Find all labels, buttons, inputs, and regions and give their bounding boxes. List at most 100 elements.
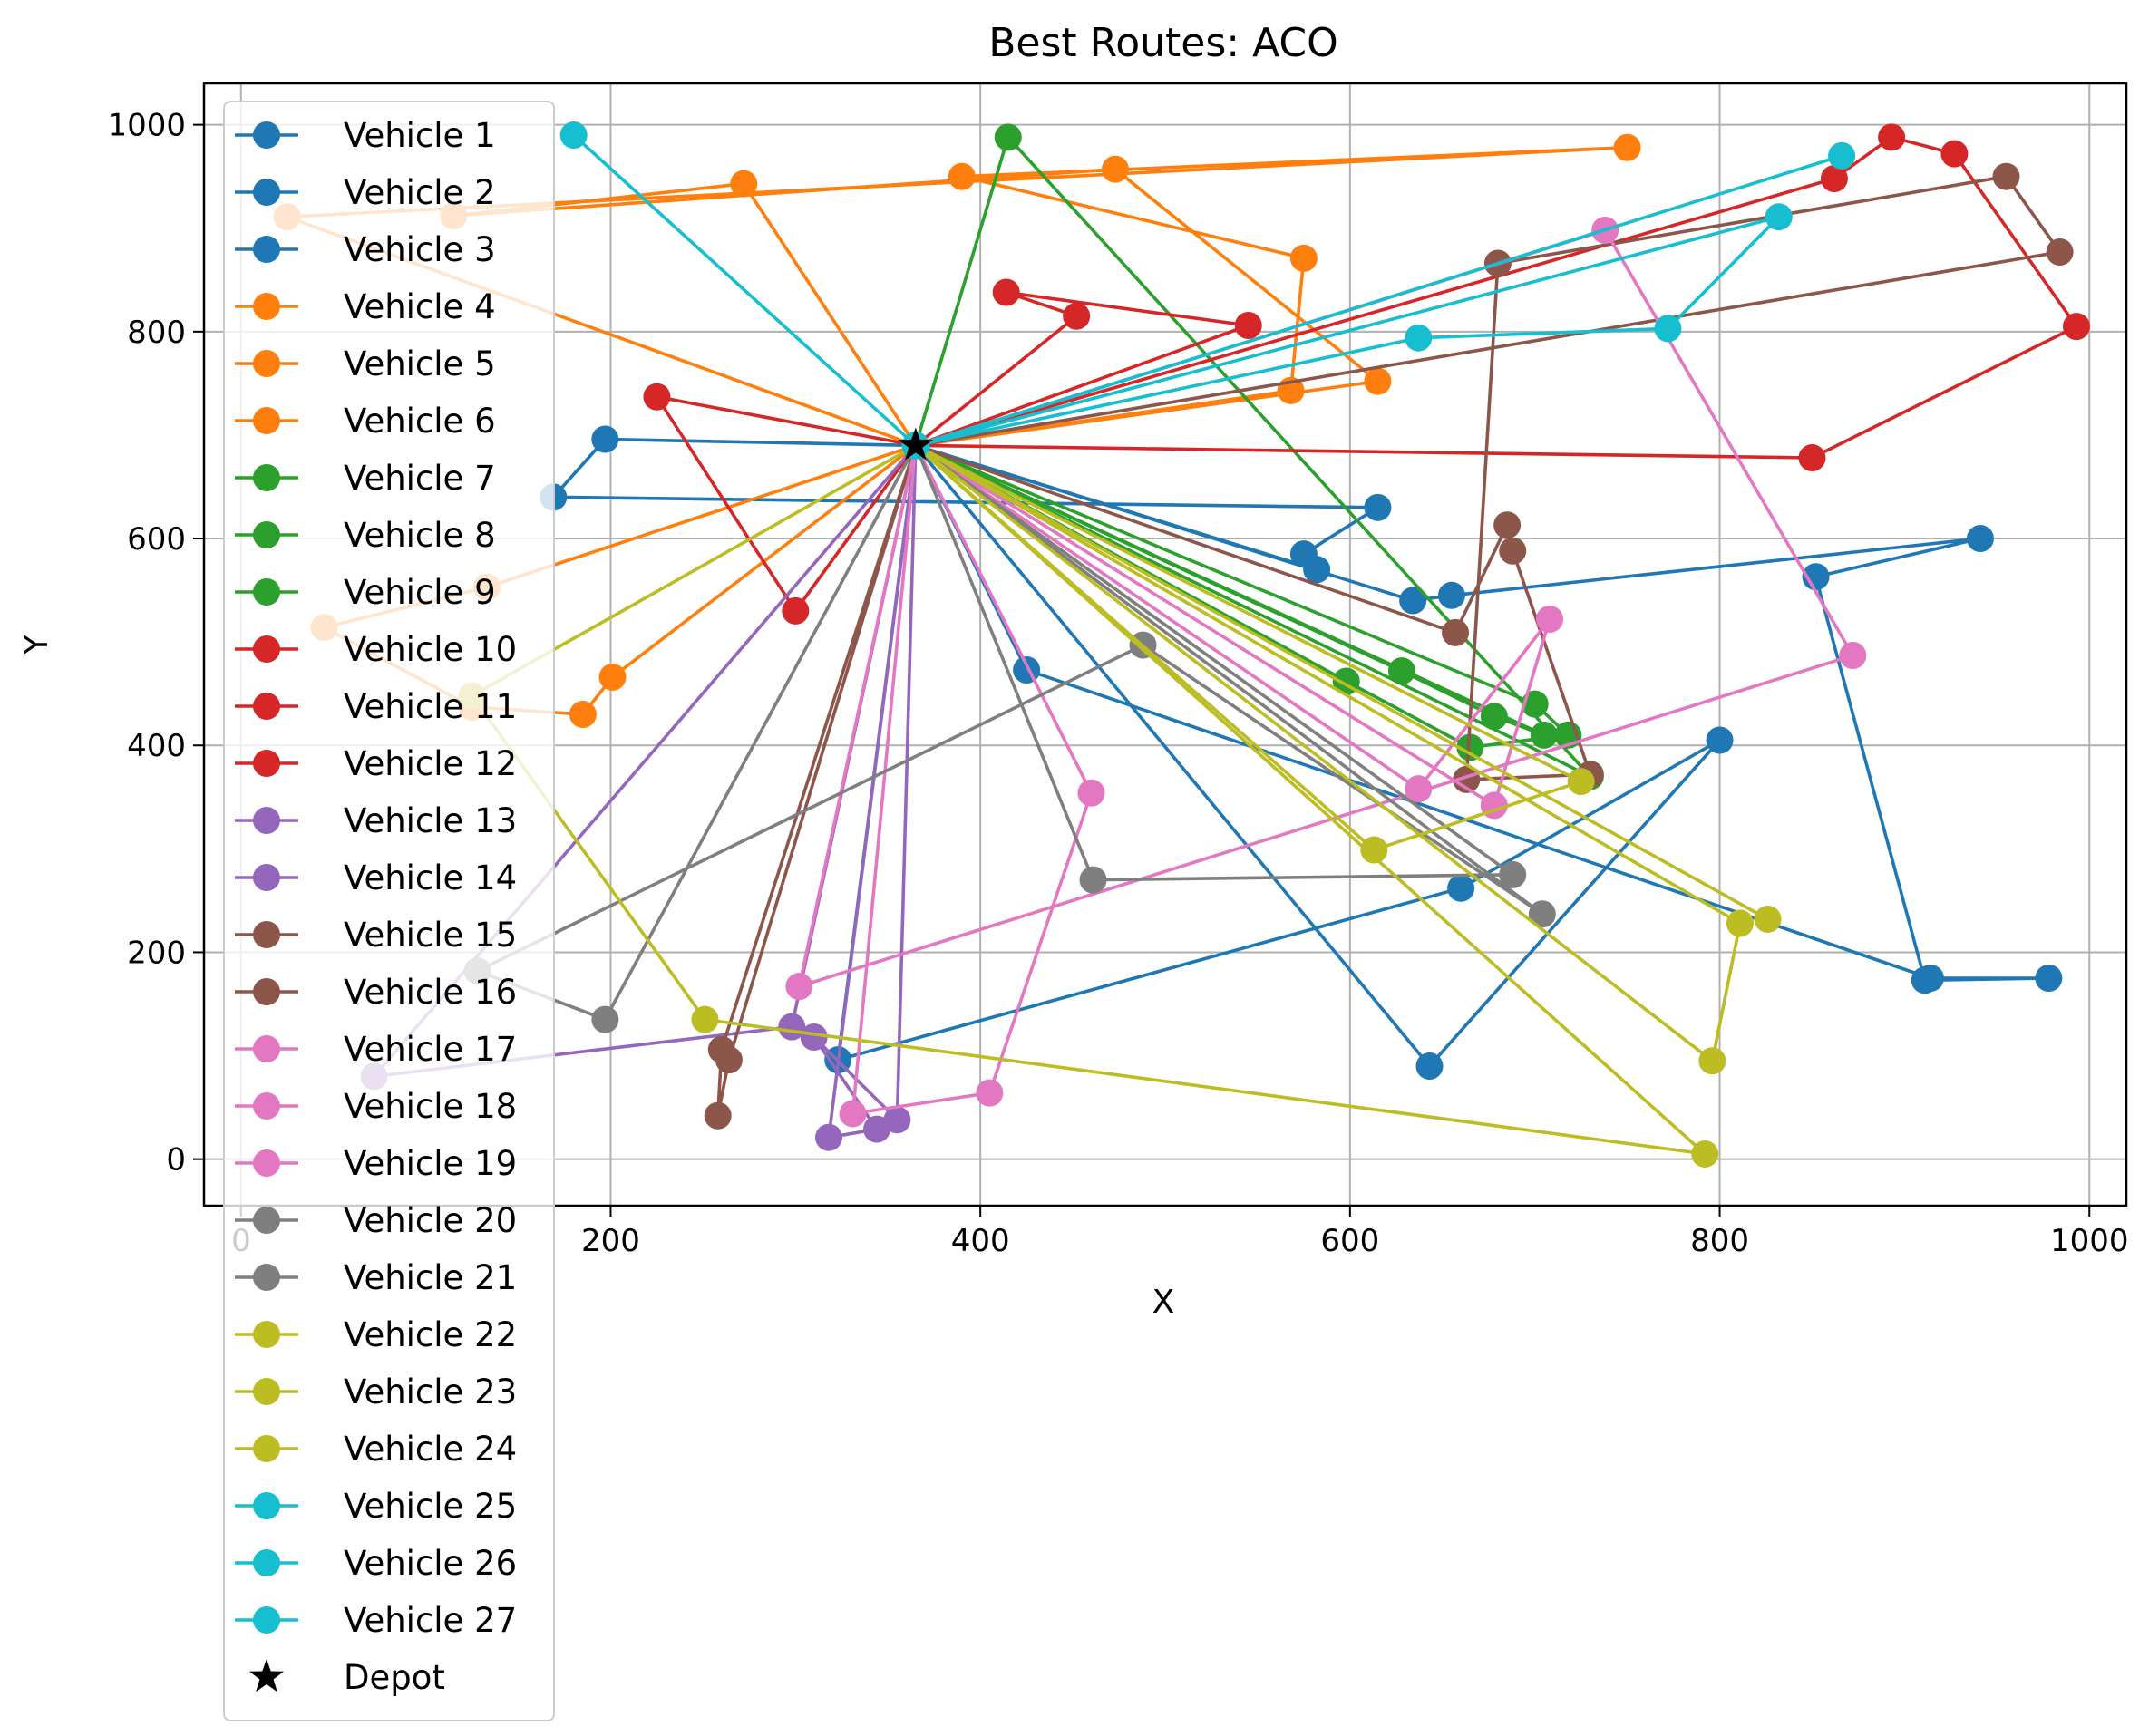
legend-marker (253, 807, 280, 834)
route-point (1360, 836, 1388, 864)
route-point (1442, 618, 1470, 646)
legend-entry: Vehicle 23 (235, 1372, 517, 1411)
legend-label: Vehicle 3 (344, 230, 496, 269)
route-point (569, 701, 597, 729)
legend-marker (253, 121, 280, 149)
route-line (914, 135, 1592, 779)
legend-marker (253, 1492, 280, 1519)
route-point (782, 596, 810, 625)
legend-entry: Vehicle 2 (235, 173, 496, 212)
legend-label: Vehicle 22 (344, 1315, 517, 1354)
route-point (883, 1106, 911, 1134)
legend-entry: Vehicle 27 (235, 1601, 517, 1640)
route-point (1399, 587, 1427, 615)
legend-marker (253, 635, 280, 663)
legend: Vehicle 1 Vehicle 2 Vehicle 3 Vehicle 4 Vehi… (223, 101, 555, 1721)
legend-label: Vehicle 27 (344, 1601, 517, 1640)
y-axis-label: Y (18, 634, 55, 655)
legend-entry-depot: Depot (249, 1658, 445, 1697)
route-point (1493, 511, 1522, 539)
legend-label: Vehicle 9 (344, 573, 496, 612)
route-point (1499, 537, 1527, 565)
route-point (691, 1005, 719, 1033)
route-point (1726, 909, 1754, 937)
route-line (452, 167, 1380, 448)
route-point (1613, 133, 1641, 161)
legend-marker (253, 350, 280, 377)
route-point (1567, 768, 1595, 796)
plot-data (273, 121, 2090, 1168)
route-point (1480, 703, 1508, 731)
depot-marker (898, 427, 933, 461)
route-line (914, 443, 1770, 921)
legend-label: Vehicle 17 (344, 1030, 517, 1069)
legend-label: Depot (344, 1658, 445, 1697)
legend-entry: Vehicle 1 (235, 116, 496, 155)
legend-label: Vehicle 25 (344, 1487, 517, 1526)
legend-label: Vehicle 4 (344, 287, 496, 326)
legend-marker (253, 1606, 280, 1634)
legend-marker (253, 864, 280, 891)
route-point (591, 425, 619, 453)
legend-label: Vehicle 26 (344, 1544, 517, 1583)
x-axis-label: X (1152, 1284, 1175, 1321)
route-point (1013, 655, 1041, 684)
axis-ticks: 0200400600800100002004006008001000 (107, 108, 2128, 1259)
legend-entry: Vehicle 24 (235, 1430, 517, 1469)
legend-entry: Vehicle 18 (235, 1087, 517, 1126)
route-point (704, 1101, 732, 1130)
route-point (1528, 900, 1556, 928)
legend-marker (253, 1378, 280, 1405)
route-line (914, 443, 1514, 882)
route-point (1364, 493, 1392, 521)
route-point (1364, 367, 1392, 395)
route-point (559, 121, 588, 150)
route-point (598, 663, 627, 691)
route-point (1447, 874, 1475, 902)
legend-entry: Vehicle 11 (235, 687, 517, 726)
legend-label: Vehicle 19 (344, 1144, 517, 1183)
route-point (715, 1046, 743, 1074)
legend-label: Vehicle 10 (344, 630, 517, 669)
chart-title: Best Routes: ACO (988, 20, 1338, 66)
legend-entry: Vehicle 25 (235, 1487, 517, 1526)
legend-marker (253, 750, 280, 777)
route-point (1698, 1047, 1726, 1075)
route-point (976, 1079, 1004, 1107)
legend-entry: Vehicle 4 (235, 287, 496, 326)
legend-marker (253, 1549, 280, 1576)
legend-marker (253, 407, 280, 434)
route-point (1415, 1052, 1444, 1080)
route-point (1387, 657, 1415, 685)
legend-entry: Vehicle 15 (235, 916, 517, 955)
legend-entry: Vehicle 3 (235, 230, 496, 269)
y-tick-label: 0 (166, 1142, 186, 1178)
y-tick-label: 600 (127, 521, 186, 558)
route-line (915, 174, 2062, 781)
legend-entry: Vehicle 26 (235, 1544, 517, 1583)
legend-label: Vehicle 7 (344, 459, 496, 498)
x-tick-label: 800 (1690, 1223, 1749, 1259)
legend-label: Vehicle 6 (344, 402, 496, 441)
route-point (1437, 581, 1465, 609)
route-point (1077, 779, 1105, 807)
legend-marker (253, 236, 280, 263)
legend-box (223, 101, 555, 1721)
legend-entry: Vehicle 19 (235, 1144, 517, 1183)
x-tick-label: 200 (581, 1223, 640, 1259)
route-point (730, 170, 758, 198)
route-point (800, 1023, 828, 1052)
route-point (1802, 563, 1830, 591)
route-line (812, 445, 918, 1140)
legend-label: Vehicle 8 (344, 516, 496, 555)
route-point (1992, 162, 2020, 190)
route-point (1820, 164, 1848, 192)
legend-marker (253, 1435, 280, 1462)
route-point (1966, 525, 1994, 553)
legend-marker (253, 978, 280, 1005)
legend-marker (253, 179, 280, 206)
plot-frame (202, 82, 2128, 1207)
route-point (1289, 540, 1318, 568)
legend-label: Vehicle 18 (344, 1087, 517, 1126)
